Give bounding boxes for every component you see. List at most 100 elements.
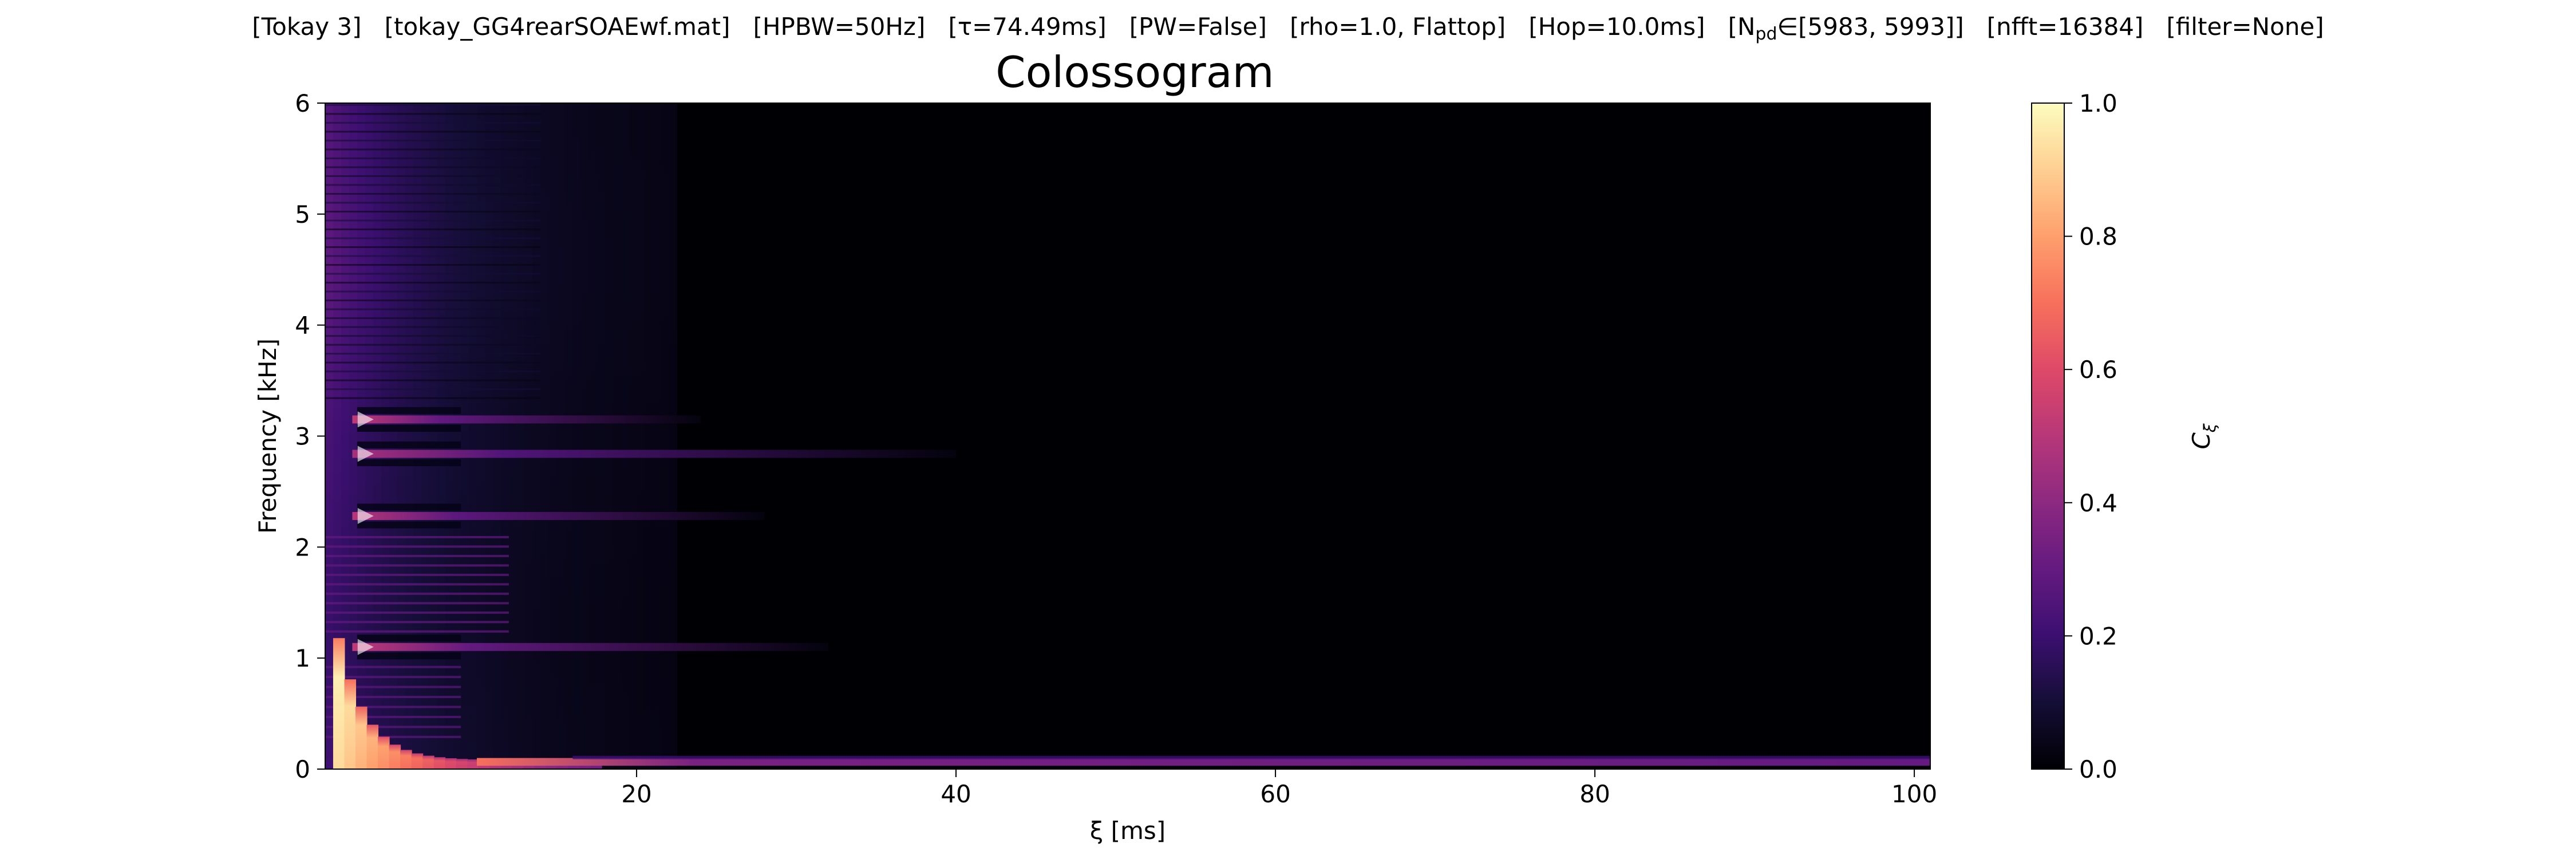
heatmap-column bbox=[621, 103, 630, 769]
near-dc-band-edge bbox=[572, 755, 1930, 759]
heatmap-column bbox=[588, 103, 598, 769]
heatmap-striation bbox=[325, 166, 541, 168]
peak-marker-triangle bbox=[357, 639, 374, 655]
heatmap-column bbox=[516, 103, 526, 769]
info-tokay: [Tokay 3] bbox=[252, 13, 362, 41]
chart-title: Colossogram bbox=[995, 47, 1274, 97]
low-frequency-column bbox=[355, 706, 368, 769]
y-axis: 0 1 2 3 4 5 6 bbox=[295, 89, 325, 783]
heatmap-striation bbox=[325, 344, 541, 346]
heatmap-striation bbox=[325, 388, 541, 391]
heatmap-column bbox=[540, 103, 550, 769]
heatmap-column bbox=[645, 103, 653, 769]
colorbar-tick-label: 0.6 bbox=[2079, 356, 2117, 384]
colossogram-heatmap bbox=[325, 103, 1930, 769]
info-nfft: [nfft=16384] bbox=[1986, 13, 2144, 41]
heatmap-striation bbox=[325, 237, 541, 239]
heatmap-striation bbox=[325, 290, 541, 293]
parameter-info-line: [Tokay 3] [tokay_GG4rearSOAEwf.mat] [HPB… bbox=[0, 13, 2576, 44]
colorbar: 0.0 0.2 0.4 0.6 0.8 1.0 Cξ bbox=[2031, 89, 2219, 783]
x-tick-label: 60 bbox=[1260, 780, 1290, 808]
low-frequency-column bbox=[456, 759, 468, 769]
x-tick-label: 100 bbox=[1891, 780, 1937, 808]
heatmap-striation bbox=[325, 193, 541, 195]
heatmap-striation bbox=[325, 300, 541, 302]
coherence-line bbox=[352, 643, 828, 651]
heatmap-striation bbox=[325, 696, 461, 699]
low-frequency-coherence-band bbox=[333, 638, 1931, 769]
heatmap-column bbox=[564, 103, 574, 769]
peak-marker-triangle bbox=[357, 446, 374, 462]
heatmap-column bbox=[637, 103, 646, 769]
heatmap-striation bbox=[325, 246, 541, 249]
heatmap-striation bbox=[325, 602, 509, 605]
heatmap-column bbox=[652, 103, 661, 769]
heatmap-column bbox=[596, 103, 606, 769]
coherence-line bbox=[352, 512, 765, 521]
info-hop: [Hop=10.0ms] bbox=[1528, 13, 1705, 41]
heatmap-striation bbox=[325, 131, 541, 133]
low-frequency-column bbox=[445, 758, 457, 769]
heatmap-striation bbox=[325, 573, 509, 576]
heatmap-column bbox=[605, 103, 614, 769]
heatmap-striation bbox=[325, 726, 461, 728]
coherence-line bbox=[352, 415, 701, 424]
info-rho: [rho=1.0, Flattop] bbox=[1290, 13, 1506, 41]
heatmap-striation bbox=[325, 715, 461, 718]
peak-marker-triangle bbox=[357, 411, 374, 428]
heatmap-striation bbox=[325, 397, 541, 399]
heatmap-striation bbox=[325, 706, 461, 708]
low-frequency-column bbox=[344, 679, 357, 769]
colorbar-tick-label: 0.2 bbox=[2079, 622, 2117, 650]
heatmap-column bbox=[629, 103, 638, 769]
heatmap-striation bbox=[325, 184, 541, 186]
info-file: [tokay_GG4rearSOAEwf.mat] bbox=[384, 13, 730, 41]
y-tick-label: 4 bbox=[295, 312, 310, 340]
heatmap-striation bbox=[325, 630, 509, 633]
x-tick-label: 20 bbox=[621, 780, 651, 808]
coherence-line bbox=[352, 450, 957, 458]
low-frequency-column bbox=[378, 736, 390, 769]
peak-markers bbox=[357, 411, 374, 655]
heatmap-striation bbox=[325, 611, 509, 614]
y-tick-label: 0 bbox=[295, 755, 310, 783]
x-axis: 20 40 60 80 100 bbox=[621, 769, 1937, 808]
heatmap-striation bbox=[325, 211, 541, 213]
heatmap-striation bbox=[325, 264, 541, 266]
y-tick-label: 5 bbox=[295, 200, 310, 228]
heatmap-striation bbox=[325, 554, 509, 557]
heatmap-striation bbox=[325, 255, 541, 257]
heatmap-column bbox=[532, 103, 542, 769]
low-frequency-column bbox=[467, 759, 479, 769]
heatmap-column bbox=[556, 103, 566, 769]
heatmap-striation bbox=[325, 202, 541, 204]
dark-band bbox=[357, 635, 461, 642]
heatmap-striation bbox=[325, 139, 541, 141]
low-frequency-column bbox=[433, 757, 446, 769]
low-frequency-column bbox=[389, 744, 401, 769]
heatmap-striation bbox=[325, 219, 541, 222]
heatmap-striation bbox=[325, 273, 541, 275]
y-tick-label: 2 bbox=[295, 533, 310, 561]
heatmap-striation bbox=[325, 592, 509, 595]
colorbar-tick-label: 0.8 bbox=[2079, 223, 2117, 251]
heatmap-striation bbox=[325, 535, 509, 538]
heatmap-striation bbox=[325, 583, 509, 586]
heatmap-striation bbox=[325, 308, 541, 310]
y-tick-label: 1 bbox=[295, 644, 310, 672]
colorbar-tick-label: 0.0 bbox=[2079, 755, 2117, 783]
info-tau: [τ=74.49ms] bbox=[948, 13, 1107, 41]
low-frequency-column bbox=[422, 755, 434, 769]
heatmap-striation bbox=[325, 326, 541, 328]
near-dc-band bbox=[477, 758, 1931, 766]
dark-band bbox=[357, 407, 461, 414]
info-filter: [filter=None] bbox=[2166, 13, 2324, 41]
heatmap-striation bbox=[325, 121, 541, 124]
heatmap-striation bbox=[325, 228, 541, 231]
heatmap-striation bbox=[325, 104, 541, 106]
heatmap-column bbox=[572, 103, 582, 769]
dark-band bbox=[357, 521, 461, 529]
dark-band bbox=[357, 652, 461, 660]
heatmap-striation bbox=[325, 175, 541, 177]
y-tick-label: 6 bbox=[295, 89, 310, 117]
